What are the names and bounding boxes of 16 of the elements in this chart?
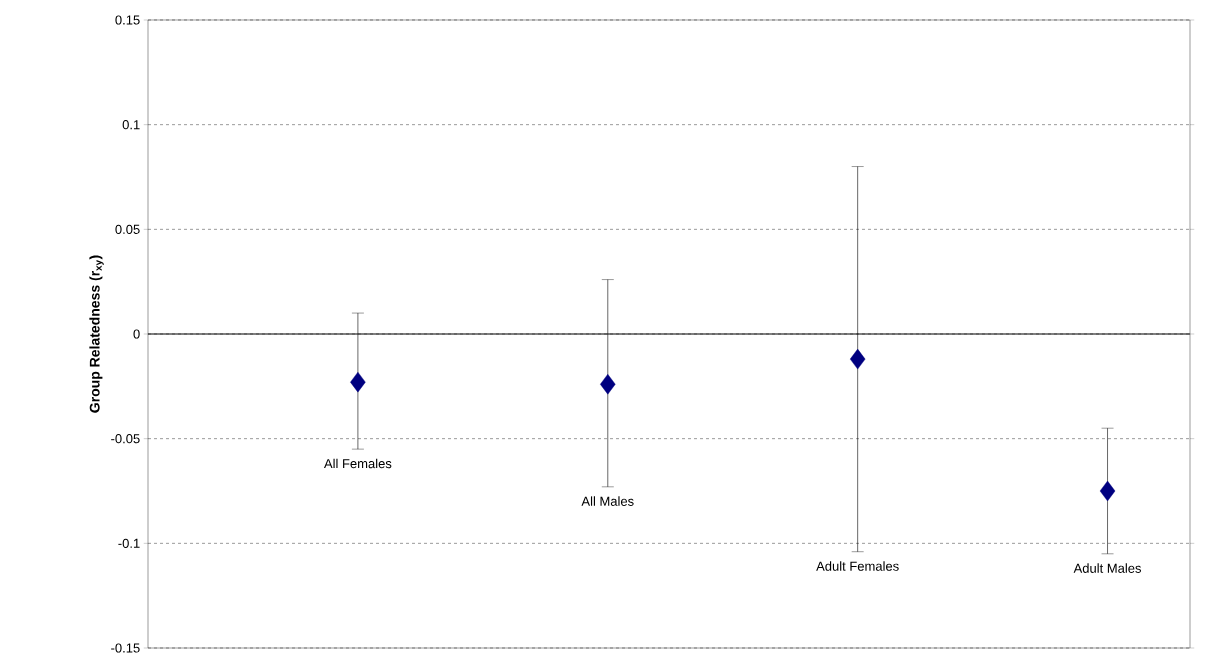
x-tick-label: All Males xyxy=(581,496,634,506)
y-tick-label: -0.1 xyxy=(118,538,140,548)
x-tick-label: Adult Females xyxy=(816,561,899,571)
y-tick-label: 0.1 xyxy=(122,120,140,130)
y-tick-label: 0.15 xyxy=(115,15,140,25)
point xyxy=(350,371,366,393)
y-axis-title: Group Relatedness (r$_{xy}$) xyxy=(89,255,104,413)
point xyxy=(600,374,616,395)
y-tick-label: 0 xyxy=(133,329,140,339)
y-tick-label: -0.05 xyxy=(111,434,140,444)
point xyxy=(849,348,866,370)
y-tick-label: -0.15 xyxy=(111,643,140,653)
point xyxy=(1099,480,1116,502)
x-tick-label: Adult Males xyxy=(1073,563,1142,573)
y-tick-label: 0.05 xyxy=(115,224,140,234)
x-tick-label: All Females xyxy=(323,458,392,469)
